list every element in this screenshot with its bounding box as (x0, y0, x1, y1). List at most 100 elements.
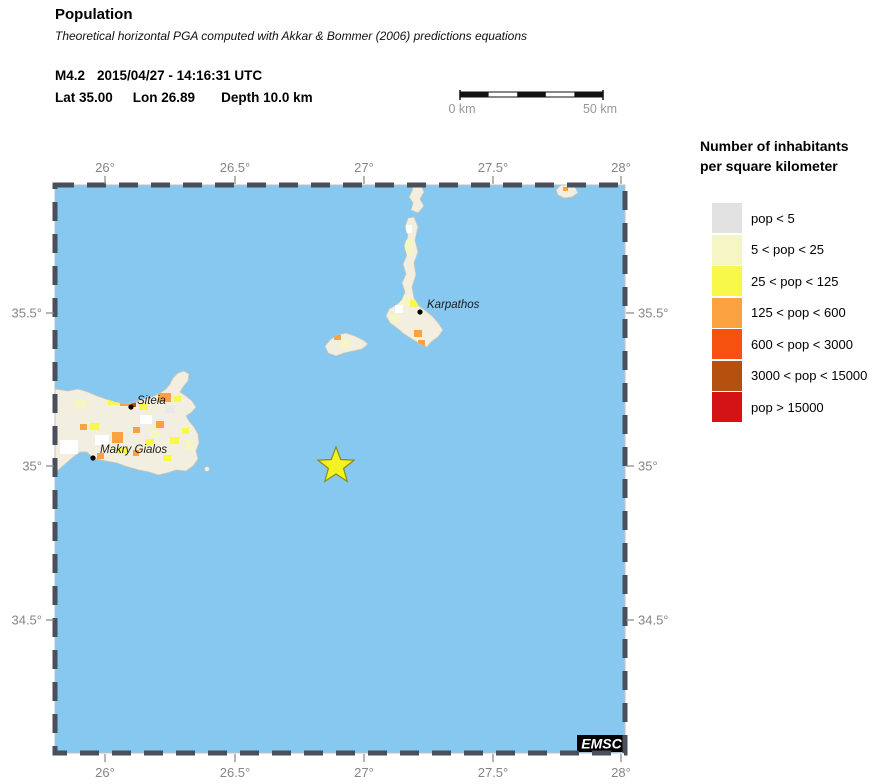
population-patch (395, 305, 403, 313)
legend-swatch (712, 392, 742, 422)
lat-label-left: 35° (22, 459, 42, 474)
population-patch (75, 400, 87, 409)
legend-item: 125 < pop < 600 (700, 297, 884, 328)
lon-label-bottom: 26.5° (220, 765, 251, 780)
legend: Number of inhabitants per square kilomet… (700, 136, 884, 424)
scale-bar-segment (460, 92, 489, 97)
population-patch (418, 340, 425, 346)
population-patch (165, 405, 175, 413)
legend-swatch (712, 360, 742, 391)
population-patch (406, 225, 412, 233)
event-location-line: Lat 35.00 Lon 26.89 Depth 10.0 km (55, 90, 313, 105)
population-patch (182, 428, 189, 434)
event-summary-line: M4.2 2015/04/27 - 14:16:31 UTC (55, 68, 262, 83)
legend-rows: pop < 5 5 < pop < 25 25 < pop < 125 125 … (700, 203, 884, 422)
population-patch (150, 430, 160, 438)
population-patch (334, 335, 341, 340)
population-patch (340, 340, 350, 348)
legend-item: 5 < pop < 25 (700, 234, 884, 265)
population-patch (97, 453, 104, 459)
legend-swatch (712, 329, 742, 359)
scale-label-end: 50 km (583, 102, 617, 116)
subtitle: Theoretical horizontal PGA computed with… (55, 29, 528, 43)
legend-swatch (712, 266, 742, 296)
legend-item: 3000 < pop < 15000 (700, 360, 884, 391)
page-title: Population (55, 6, 133, 23)
lat-label-left: 35.5° (11, 306, 42, 321)
population-patch (139, 404, 148, 410)
emsc-label: EMSC (581, 736, 622, 752)
lon-label-bottom: 26° (95, 765, 115, 780)
scale-bar: 0 km 50 km (448, 90, 617, 116)
event-datetime: 2015/04/27 - 14:16:31 UTC (97, 68, 263, 83)
town-label-siteia: Siteia (137, 395, 166, 407)
population-patch (563, 187, 568, 191)
lat-label-left: 34.5° (11, 613, 42, 628)
population-patch (158, 393, 171, 402)
legend-item-label: pop > 15000 (751, 399, 824, 415)
population-patch (80, 424, 87, 430)
population-patch (170, 437, 179, 444)
legend-item-label: 600 < pop < 3000 (751, 336, 853, 352)
town-dot-siteia (128, 404, 134, 410)
population-patch (145, 439, 154, 445)
islet (204, 466, 210, 472)
population-patch (410, 300, 418, 307)
town-dot-makry-gialos (90, 455, 96, 461)
scale-label-start: 0 km (448, 102, 475, 116)
population-patch (95, 435, 109, 445)
population-patch (185, 440, 193, 450)
map-frame-dashed (52, 182, 628, 756)
population-patch (390, 315, 399, 322)
legend-item: 25 < pop < 125 (700, 266, 884, 296)
event-longitude: Lon 26.89 (132, 90, 196, 105)
scale-bar-segment (574, 92, 603, 97)
event-magnitude: M4.2 (55, 68, 86, 83)
axis-labels: 26° 26.5° 27° 27.5° 28° 26° 26.5° 27° 27… (11, 160, 668, 780)
legend-title-line1: Number of inhabitants (700, 138, 849, 154)
legend-item: pop > 15000 (700, 392, 884, 422)
emsc-badge (577, 735, 625, 752)
town-dot-karpathos (417, 309, 423, 315)
population-patch (400, 295, 410, 305)
island-saria (408, 185, 425, 214)
legend-item: 600 < pop < 3000 (700, 329, 884, 359)
population-patch (133, 427, 140, 433)
legend-item-label: 25 < pop < 125 (751, 273, 839, 289)
scale-bar-segment (517, 92, 546, 97)
lat-label-right: 34.5° (638, 613, 669, 628)
lon-label-top: 28° (611, 160, 631, 175)
population-patch (108, 398, 119, 405)
town-label-makry-gialos: Makry Gialos (100, 444, 167, 456)
population-patch (414, 330, 422, 337)
legend-swatch (712, 297, 742, 328)
lat-label-right: 35.5° (638, 306, 669, 321)
legend-item-label: pop < 5 (751, 210, 795, 226)
population-patch (133, 450, 139, 456)
legend-swatch (712, 234, 742, 265)
lon-label-top: 26° (95, 160, 115, 175)
population-patch (90, 423, 99, 430)
legend-title-line2: per square kilometer (700, 158, 838, 174)
town-label-karpathos: Karpathos (427, 299, 480, 311)
legend-item-label: 125 < pop < 600 (751, 305, 846, 320)
legend-title: Number of inhabitants per square kilomet… (700, 136, 884, 176)
lon-label-top: 27° (354, 160, 374, 175)
event-latitude: Lat 35.00 (55, 90, 113, 105)
legend-item-label: 5 < pop < 25 (751, 242, 825, 257)
legend-item: pop < 5 (700, 203, 884, 233)
population-patch (174, 396, 181, 402)
population-patch (140, 415, 152, 424)
island-chalki (555, 185, 579, 199)
legend-item-label: 3000 < pop < 15000 (751, 368, 868, 383)
event-depth: Depth 10.0 km (221, 90, 313, 105)
legend-swatch (712, 203, 742, 233)
population-patch (405, 240, 413, 256)
population-patch (131, 403, 136, 407)
lat-label-right: 35° (638, 459, 658, 474)
lon-label-bottom: 27° (354, 765, 374, 780)
population-patch (60, 440, 78, 454)
population-patch (112, 432, 123, 443)
population-patch (163, 455, 171, 461)
